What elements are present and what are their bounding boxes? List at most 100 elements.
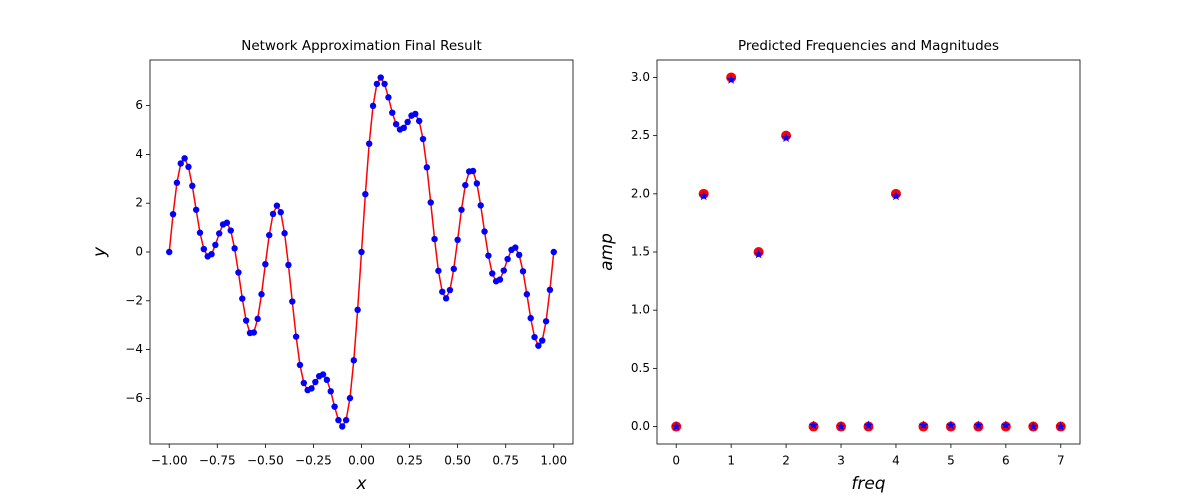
point: [277, 209, 284, 216]
point: [392, 120, 400, 128]
x-tick-label: −0.25: [295, 454, 332, 468]
point: [227, 227, 234, 234]
point: [308, 385, 315, 392]
y-tick-label: 2: [135, 196, 143, 210]
point: [423, 164, 431, 171]
point: [469, 167, 477, 175]
x-tick-label: 1.00: [540, 454, 567, 468]
point: [1028, 421, 1039, 431]
point: [512, 244, 519, 251]
y-tick-label: 6: [135, 98, 143, 112]
point: [335, 416, 342, 424]
point: [235, 269, 242, 276]
point: [1001, 420, 1011, 430]
point: [836, 421, 846, 431]
point: [177, 160, 184, 167]
point: [523, 291, 531, 298]
x-tick-label: 7: [1057, 454, 1065, 468]
y-tick-label: −2: [125, 293, 143, 307]
point: [358, 248, 365, 256]
point: [427, 199, 434, 206]
chart-title: Network Approximation Final Result: [241, 38, 482, 54]
point: [439, 288, 446, 295]
point: [415, 117, 423, 125]
point: [946, 420, 956, 430]
axes-frame: [656, 59, 1081, 445]
point: [323, 376, 331, 384]
point: [381, 80, 388, 88]
point: [496, 276, 504, 283]
point: [377, 74, 384, 81]
point: [296, 361, 304, 369]
x-tick-label: 1: [727, 454, 735, 468]
point: [239, 295, 246, 302]
point: [331, 403, 338, 410]
x-tick-label: 0.50: [444, 454, 471, 468]
point: [389, 109, 396, 116]
x-tick-label: 6: [1002, 454, 1010, 468]
point: [181, 155, 188, 162]
y-tick-label: 0: [135, 245, 143, 259]
point: [185, 163, 192, 171]
point: [373, 80, 381, 88]
x-tick-label: 0.25: [396, 454, 423, 468]
point: [726, 74, 736, 84]
point: [365, 140, 373, 147]
point: [208, 250, 215, 258]
point: [698, 191, 709, 201]
point: [319, 371, 327, 378]
point: [542, 318, 550, 325]
point: [481, 228, 488, 235]
point: [446, 286, 454, 294]
point: [442, 295, 450, 302]
point: [671, 421, 681, 431]
point: [753, 249, 764, 259]
x-axis-label: x: [355, 474, 367, 494]
x-tick-label: −1.00: [151, 454, 188, 468]
point: [266, 231, 273, 239]
point: [485, 252, 492, 259]
x-tick-label: 2: [782, 454, 790, 468]
axes-frame: [149, 59, 574, 445]
y-tick-label: 2.0: [631, 186, 650, 200]
point: [292, 333, 300, 340]
point: [231, 245, 238, 252]
point: [863, 420, 874, 430]
point: [412, 110, 419, 118]
point: [500, 267, 507, 274]
point: [918, 420, 929, 430]
x-tick-label: 0.00: [348, 454, 375, 468]
point: [258, 291, 265, 298]
y-tick-label: 4: [135, 147, 143, 161]
point: [281, 230, 288, 237]
x-tick-label: −0.75: [199, 454, 236, 468]
subplot: 0 1 2 3 4 5 6 7 0.0 0.5 1.0 1.5 2.0 2.5 3.0 Predicted F…: [597, 38, 1081, 494]
x-tick-label: 5: [947, 454, 955, 468]
point: [342, 416, 350, 424]
point: [254, 315, 261, 323]
point: [973, 420, 984, 430]
y-tick-label: −6: [125, 391, 143, 405]
point: [550, 248, 557, 256]
point: [419, 135, 427, 143]
point: [350, 357, 358, 364]
point: [400, 124, 407, 132]
point: [454, 236, 461, 244]
point: [1056, 421, 1066, 431]
point: [891, 191, 901, 201]
x-tick-label: 4: [892, 454, 900, 468]
point: [504, 255, 511, 263]
point: [312, 378, 319, 386]
point: [339, 423, 346, 430]
x-tick-label: −0.50: [247, 454, 284, 468]
point: [262, 260, 269, 268]
y-tick-label: 3.0: [631, 70, 650, 84]
point: [546, 286, 554, 294]
point: [327, 388, 334, 395]
y-tick-label: 0.5: [631, 361, 650, 375]
point: [173, 179, 181, 186]
x-tick-label: 3: [837, 454, 845, 468]
point: [362, 190, 369, 198]
y-tick-label: 0.0: [631, 419, 650, 433]
